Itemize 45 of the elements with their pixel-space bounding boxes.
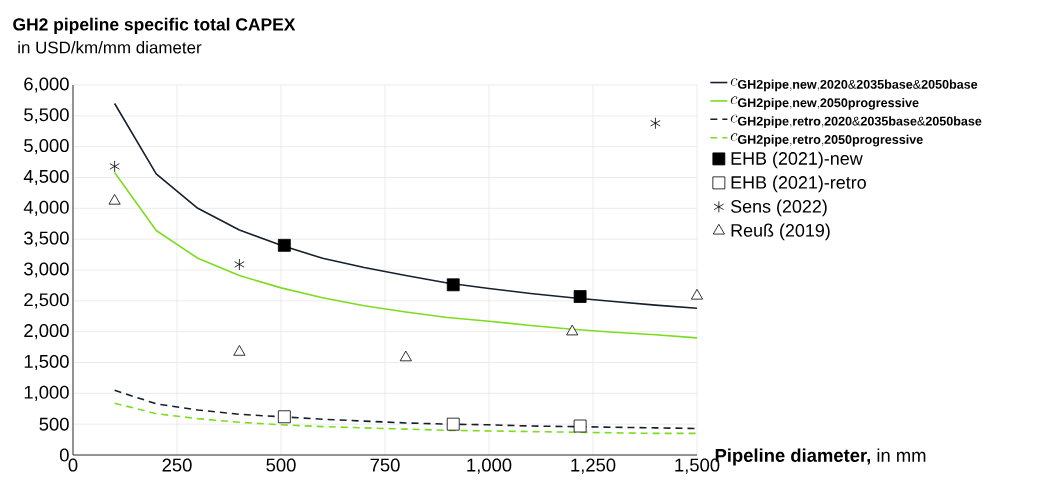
point <box>233 345 246 356</box>
legend-label: $c_{\mathbf{GH2pipe,retro,2050progressive}}$ <box>730 133 923 147</box>
point <box>446 417 460 431</box>
point <box>277 410 291 424</box>
y-tick-label: 4,000 <box>23 200 69 216</box>
chart-subtitle: in USD/km/mm diameter <box>18 41 202 54</box>
chart-title: GH2 pipeline specific total CAPEX <box>13 17 296 35</box>
point <box>277 238 291 252</box>
legend-label: EHB (2021)-new <box>731 151 863 169</box>
y-tick-label: 6,000 <box>24 77 69 93</box>
legend-label: Sens (2022) <box>730 199 827 217</box>
line-series <box>113 171 698 339</box>
x-tick-label: 750 <box>370 458 400 472</box>
y-tick-label: 5,500 <box>24 108 69 124</box>
x-tick-label: 500 <box>266 458 296 472</box>
legend-label: $c_{\mathbf{GH2pipe,new,2020\&2035base\&2050base}}$ <box>730 77 978 92</box>
point <box>108 194 121 205</box>
point <box>573 290 587 303</box>
y-tick-label: 5,000 <box>24 139 69 155</box>
y-tick-label: 3,000 <box>24 262 69 278</box>
y-tick-label: 2,000 <box>24 324 69 340</box>
y-tick-label: 3,500 <box>24 231 69 247</box>
y-tick-label: 1,000 <box>24 385 69 401</box>
point <box>446 278 460 292</box>
y-tick-label: 4,500 <box>23 169 69 186</box>
y-tick-label: 1,500 <box>24 354 69 371</box>
point <box>650 117 661 130</box>
line-series <box>113 102 698 310</box>
x-tick-label: 1,000 <box>467 458 512 474</box>
legend-label: $c_{\mathbf{GH2pipe,new,2050progressive}}$ <box>730 96 919 110</box>
legend-label: EHB (2021)-retro <box>731 175 866 193</box>
point <box>573 419 587 433</box>
y-tick-label: 500 <box>39 417 69 431</box>
x-tick-label: 0 <box>68 458 78 472</box>
x-tick-label: 250 <box>162 458 192 472</box>
y-tick-label: 0 <box>59 448 69 462</box>
point <box>566 324 579 336</box>
point <box>690 289 704 300</box>
point <box>234 258 245 271</box>
x-tick-label: 1,250 <box>571 458 616 474</box>
y-tick-label: 2,500 <box>24 293 69 309</box>
point <box>399 350 412 362</box>
legend-label: Reuß (2019) <box>731 223 830 241</box>
point <box>109 160 120 173</box>
legend-label: $c_{\mathbf{GH2pipe,retro,2020\&2035base\&2050base}}$ <box>730 114 982 129</box>
